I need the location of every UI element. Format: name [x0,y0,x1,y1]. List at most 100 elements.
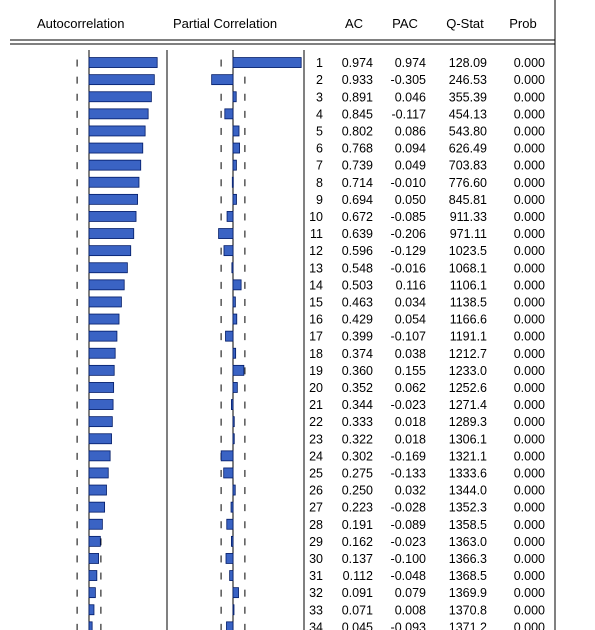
qstat-value: 845.81 [449,193,487,207]
pac-value: -0.129 [391,244,426,258]
qstat-value: 1368.5 [449,569,487,583]
ac-value: 0.429 [342,313,373,327]
ac-bar [88,364,115,376]
ac-value: 0.694 [342,193,373,207]
header-autocorrelation: Autocorrelation [37,16,124,31]
lag-label: 22 [309,415,323,429]
ac-value: 0.137 [342,552,373,566]
ac-bar [88,416,113,428]
lag-label: 5 [316,124,323,138]
ac-value: 0.344 [342,398,373,412]
ac-value: 0.768 [342,142,373,156]
header-ac: AC [345,16,363,31]
ac-value: 0.322 [342,432,373,446]
qstat-value: 1138.5 [450,295,487,309]
prob-value: 0.000 [514,90,545,104]
qstat-value: 543.80 [449,124,487,138]
pac-value: -0.048 [391,569,426,583]
prob-value: 0.000 [514,159,545,173]
ac-bar [88,621,93,630]
qstat-value: 1023.5 [449,244,487,258]
pac-value: -0.169 [391,449,426,463]
pac-value: -0.028 [391,501,426,515]
ac-value: 0.374 [342,347,373,361]
qstat-value: 1233.0 [449,364,487,378]
ac-bar [88,467,109,479]
ac-value: 0.360 [342,364,373,378]
qstat-value: 1371.2 [449,620,487,630]
ac-bar [88,296,122,308]
prob-value: 0.000 [514,364,545,378]
ac-bar [88,535,101,547]
ac-bars [88,57,158,630]
pac-bar [232,279,242,291]
pac-bar [230,501,234,513]
ac-value: 0.891 [342,90,373,104]
pac-value: -0.206 [391,227,426,241]
prob-value: 0.000 [514,261,545,275]
prob-value: 0.000 [514,586,545,600]
header-partial-correlation: Partial Correlation [173,16,277,31]
qstat-value: 1352.3 [449,501,487,515]
ac-value: 0.596 [342,244,373,258]
pac-value: 0.086 [395,124,426,138]
header-prob: Prob [509,16,536,31]
ac-bar [88,228,135,239]
qstat-value: 1344.0 [449,484,487,498]
header-pac: PAC [392,16,418,31]
pac-value: 0.116 [396,278,426,292]
qstat-value: 1358.5 [449,518,487,532]
qstat-value: 626.49 [449,142,487,156]
ac-bar [88,433,112,445]
pac-value: 0.046 [395,90,426,104]
lag-label: 24 [309,449,323,463]
pac-bar [211,74,234,86]
pac-bar [225,553,234,564]
qstat-value: 703.83 [449,159,487,173]
ac-value: 0.933 [342,73,373,87]
ac-bar [88,57,158,68]
pac-bar [231,176,234,188]
lag-label: 12 [309,244,323,258]
ac-value: 0.352 [342,381,373,395]
ac-value: 0.250 [342,484,373,498]
qstat-value: 1366.3 [449,552,487,566]
prob-value: 0.000 [514,552,545,566]
ac-value: 0.845 [342,107,373,121]
pac-bar [223,245,234,257]
lag-label: 25 [309,466,323,480]
ac-value: 0.112 [343,569,373,583]
qstat-value: 1212.7 [449,347,487,361]
lag-label: 32 [309,586,323,600]
ac-bar [88,484,107,496]
lag-label: 8 [316,176,323,190]
pac-bar [230,399,234,410]
prob-value: 0.000 [514,278,545,292]
qstat-value: 1289.3 [449,415,487,429]
pac-value: 0.034 [395,295,426,309]
pac-bar [230,535,234,547]
ac-bar [88,108,149,120]
pac-bar [232,433,235,445]
ac-bar [88,450,111,462]
lag-label: 10 [309,210,323,224]
ac-value: 0.802 [342,124,373,138]
pac-bar [231,262,234,274]
pac-value: 0.018 [395,432,426,446]
stats-table: 1 0.974 0.974 128.09 0.000 2 0.933 -0.305 246.53… [309,56,545,630]
pac-bar [232,142,240,154]
ac-bar [88,518,103,530]
lag-label: 19 [309,364,323,378]
ac-value: 0.302 [342,449,373,463]
ac-value: 0.223 [342,501,373,515]
pac-value: 0.062 [395,381,426,395]
lag-label: 2 [316,73,323,87]
ac-bar [88,176,140,188]
ac-bar [88,347,116,359]
prob-value: 0.000 [514,313,545,327]
pac-value: 0.050 [395,193,426,207]
prob-value: 0.000 [514,107,545,121]
pac-bar [232,364,245,376]
ac-bar [88,313,120,325]
